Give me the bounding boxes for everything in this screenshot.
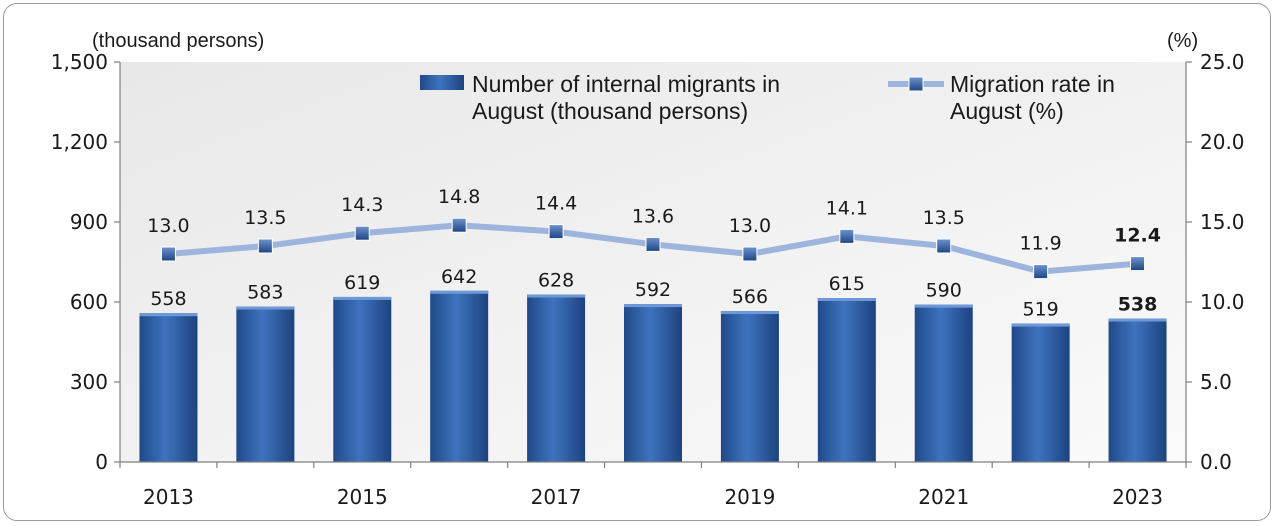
bar-2016 bbox=[430, 290, 489, 462]
rate-value-label: 14.4 bbox=[535, 193, 577, 215]
legend-bar-label-line2: August (thousand persons) bbox=[472, 98, 748, 124]
y-right-tick-label: 5.0 bbox=[1200, 370, 1232, 394]
rate-marker-2017 bbox=[548, 224, 564, 240]
rate-value-label: 12.4 bbox=[1114, 225, 1161, 247]
rate-marker-2020 bbox=[839, 228, 855, 244]
rate-line bbox=[160, 217, 1146, 280]
y-left-tick-label: 600 bbox=[70, 290, 108, 314]
bar-value-label: 519 bbox=[1023, 299, 1059, 321]
y-left-tick-label: 900 bbox=[70, 210, 108, 234]
y-axes: 0 300 600 900 1,200 1,500 0.0 5.0 10.0 15.0 20.0 25… bbox=[51, 50, 1245, 474]
rate-marker-2014 bbox=[257, 238, 273, 254]
rate-value-label: 13.5 bbox=[923, 207, 965, 229]
y-right-unit: (%) bbox=[1167, 30, 1198, 52]
bar-2018 bbox=[624, 304, 682, 462]
bar-top-highlight bbox=[236, 306, 295, 310]
bar-value-label: 619 bbox=[344, 272, 380, 294]
bar-2019 bbox=[720, 311, 779, 462]
x-tick-label: 2017 bbox=[531, 485, 582, 509]
y-right-tick-label: 15.0 bbox=[1200, 210, 1245, 234]
bar-top-highlight bbox=[527, 294, 586, 298]
bar-top-highlight bbox=[1108, 318, 1167, 322]
rate-value-label: 11.9 bbox=[1019, 233, 1061, 255]
bar-top-highlight bbox=[430, 290, 489, 294]
bar-2017 bbox=[527, 294, 586, 462]
bar-top-highlight bbox=[1011, 323, 1070, 327]
y-right-tick-label: 20.0 bbox=[1200, 130, 1245, 154]
y-left-tick-label: 1,500 bbox=[51, 50, 108, 74]
y-left-unit: (thousand persons) bbox=[92, 30, 264, 52]
rate-value-label: 13.0 bbox=[729, 215, 771, 237]
rate-marker-2021 bbox=[936, 238, 952, 254]
x-tick-label: 2023 bbox=[1112, 485, 1163, 509]
rate-marker-2019 bbox=[742, 246, 758, 262]
x-tick-label: 2021 bbox=[918, 485, 969, 509]
legend-line-marker bbox=[908, 76, 924, 92]
rate-marker-2018 bbox=[645, 236, 661, 252]
x-tick-label: 2015 bbox=[337, 485, 388, 509]
bar-value-label: 558 bbox=[150, 288, 186, 310]
bars bbox=[139, 290, 1167, 462]
rate-value-label: 13.5 bbox=[244, 207, 286, 229]
bar-2021 bbox=[914, 304, 973, 462]
bar-top-highlight bbox=[914, 304, 973, 308]
y-right-tick-label: 0.0 bbox=[1200, 450, 1232, 474]
y-right-tick-label: 10.0 bbox=[1200, 290, 1245, 314]
x-tick-label: 2013 bbox=[143, 485, 194, 509]
rate-value-label: 14.3 bbox=[341, 194, 383, 216]
bar-2014 bbox=[236, 306, 295, 462]
legend-bar-swatch bbox=[420, 75, 464, 90]
bar-top-highlight bbox=[624, 304, 682, 308]
y-left-tick-label: 1,200 bbox=[51, 130, 108, 154]
y-left-tick-label: 300 bbox=[70, 370, 108, 394]
bar-2020 bbox=[817, 298, 876, 462]
bar-value-label: 590 bbox=[926, 280, 962, 302]
y-right-tick-label: 25.0 bbox=[1200, 50, 1245, 74]
rate-value-label: 14.1 bbox=[826, 197, 868, 219]
bar-value-label: 538 bbox=[1118, 294, 1158, 316]
bar-value-label: 628 bbox=[538, 270, 574, 292]
bar-value-label: 566 bbox=[732, 286, 768, 308]
data-labels: 558 583 619 642 628 592 566 615 590 519 538 13.0 13.… bbox=[147, 186, 1161, 320]
legend-bar-label-line1: Number of internal migrants in bbox=[472, 71, 780, 97]
bar-2023 bbox=[1108, 318, 1167, 462]
bar-top-highlight bbox=[817, 298, 876, 301]
y-left-tick-label: 0 bbox=[95, 450, 108, 474]
rate-value-label: 14.8 bbox=[438, 186, 480, 208]
bar-top-highlight bbox=[139, 313, 198, 317]
rate-marker-2013 bbox=[160, 246, 176, 262]
bar-value-label: 642 bbox=[441, 266, 477, 288]
rate-marker-2023 bbox=[1130, 256, 1146, 272]
legend: Number of internal migrants in August (t… bbox=[420, 71, 1115, 124]
bar-top-highlight bbox=[333, 296, 392, 300]
rate-value-label: 13.0 bbox=[147, 215, 189, 237]
bar-2013 bbox=[139, 313, 198, 462]
bar-top-highlight bbox=[720, 311, 779, 315]
bar-value-label: 615 bbox=[829, 273, 865, 295]
bar-value-label: 583 bbox=[247, 282, 283, 304]
rate-marker-2022 bbox=[1033, 264, 1049, 280]
bar-2022 bbox=[1011, 323, 1070, 462]
rate-marker-2015 bbox=[354, 225, 370, 241]
bar-value-label: 592 bbox=[635, 279, 671, 301]
legend-line-label-line2: August (%) bbox=[950, 98, 1064, 124]
rate-marker-2016 bbox=[451, 217, 467, 233]
bar-2015 bbox=[333, 296, 392, 462]
legend-line-label-line1: Migration rate in bbox=[950, 71, 1115, 97]
x-axis: 2013 2015 2017 2019 2021 2023 bbox=[119, 461, 1187, 509]
rate-value-label: 13.6 bbox=[632, 205, 674, 227]
x-tick-label: 2019 bbox=[724, 485, 775, 509]
